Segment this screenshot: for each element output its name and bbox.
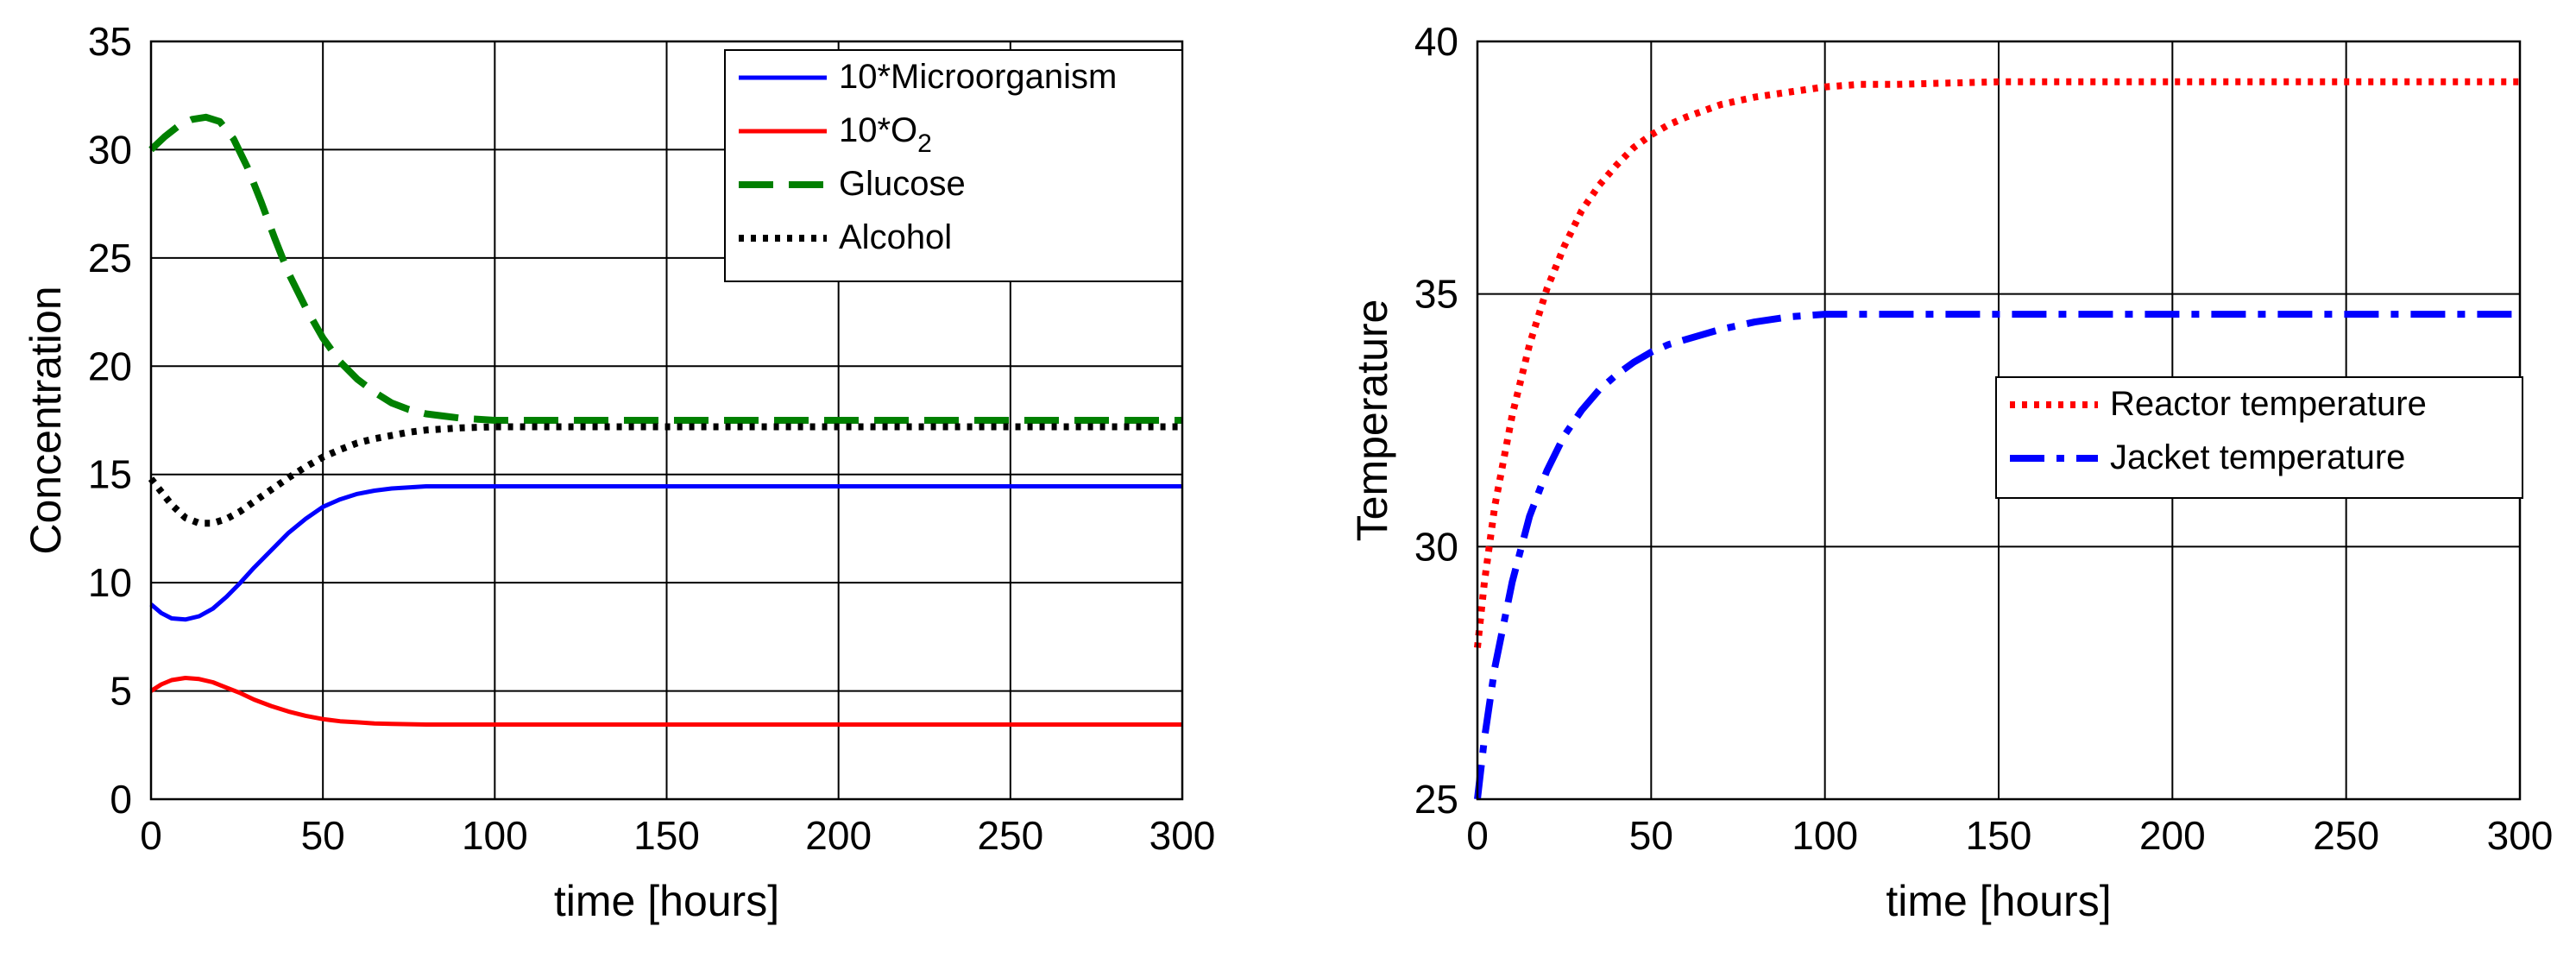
- concentration-legend-label: Alcohol: [839, 218, 952, 256]
- concentration-y-tick-label: 20: [88, 343, 132, 388]
- temperature-x-tick-label: 250: [2313, 813, 2379, 858]
- concentration-legend-label: Glucose: [839, 165, 966, 203]
- temperature-x-tick-label: 100: [1792, 813, 1858, 858]
- concentration-y-ticks: 0 5 10 15 20 25 30 35: [88, 19, 132, 822]
- concentration-y-tick-label: 10: [88, 560, 132, 605]
- temperature-legend: Reactor temperature Jacket temperature: [1995, 376, 2523, 499]
- concentration-plot-frame: [149, 40, 1184, 801]
- concentration-legend-label: 10*Microorganism: [839, 58, 1117, 96]
- concentration-y-tick-label: 30: [88, 127, 132, 172]
- concentration-series-1-line: [149, 484, 1182, 622]
- concentration-legend: 10*Microorganism 10*O2 Glucose Alcohol: [724, 49, 1183, 282]
- temperature-y-tick-label: 30: [1414, 524, 1458, 569]
- temperature-x-tick-label: 150: [1966, 813, 2032, 858]
- temperature-chart: 0 50 100 150 200 250 300 25 30 35 40 time [hours]…: [1348, 19, 2553, 925]
- concentration-legend-label: 10*O2: [839, 111, 932, 158]
- temperature-y-tick-label: 25: [1414, 777, 1458, 822]
- concentration-legend-box: [724, 49, 1183, 282]
- temperature-x-tick-label: 200: [2139, 813, 2206, 858]
- concentration-series: [148, 113, 1182, 727]
- temperature-legend-label: Reactor temperature: [2110, 385, 2427, 423]
- concentration-x-tick-label: 150: [633, 813, 700, 858]
- temperature-x-tick-label: 50: [1629, 813, 1673, 858]
- concentration-y-tick-label: 5: [110, 669, 132, 714]
- concentration-y-tick-label: 35: [88, 19, 132, 64]
- temperature-x-ticks: 0 50 100 150 200 250 300: [1466, 813, 2553, 858]
- concentration-x-tick-label: 250: [977, 813, 1043, 858]
- concentration-x-tick-label: 0: [140, 813, 162, 858]
- concentration-x-axis-label: time [hours]: [554, 877, 779, 925]
- concentration-y-axis-label: Concentration: [22, 286, 70, 554]
- temperature-x-tick-label: 300: [2487, 813, 2554, 858]
- temperature-legend-box: [1995, 376, 2523, 499]
- temperature-y-tick-label: 35: [1414, 272, 1458, 317]
- temperature-series-1-line: [1474, 78, 2520, 648]
- concentration-y-tick-label: 25: [88, 236, 132, 280]
- concentration-y-tick-label: 0: [110, 777, 132, 822]
- concentration-x-ticks: 0 50 100 150 200 250 300: [140, 813, 1215, 858]
- concentration-series-2-line: [149, 676, 1182, 727]
- concentration-x-tick-label: 200: [805, 813, 872, 858]
- concentration-x-tick-label: 100: [462, 813, 528, 858]
- temperature-series: [1474, 78, 2520, 800]
- temperature-x-tick-label: 0: [1466, 813, 1489, 858]
- concentration-x-tick-label: 300: [1149, 813, 1216, 858]
- concentration-series-3-line: [148, 113, 1182, 424]
- temperature-y-ticks: 25 30 35 40: [1414, 19, 1458, 822]
- temperature-series-2-line: [1474, 311, 2520, 800]
- concentration-series-4-line: [148, 423, 1182, 527]
- temperature-y-axis-label: Temperature: [1348, 299, 1396, 542]
- concentration-y-tick-label: 15: [88, 452, 132, 497]
- temperature-legend-label: Jacket temperature: [2110, 438, 2405, 476]
- temperature-y-tick-label: 40: [1414, 19, 1458, 64]
- concentration-chart: 0 50 100 150 200 250 300 0 5 10 15 20 25 30 35 time […: [22, 19, 1215, 925]
- temperature-x-axis-label: time [hours]: [1886, 877, 2111, 925]
- concentration-x-tick-label: 50: [301, 813, 345, 858]
